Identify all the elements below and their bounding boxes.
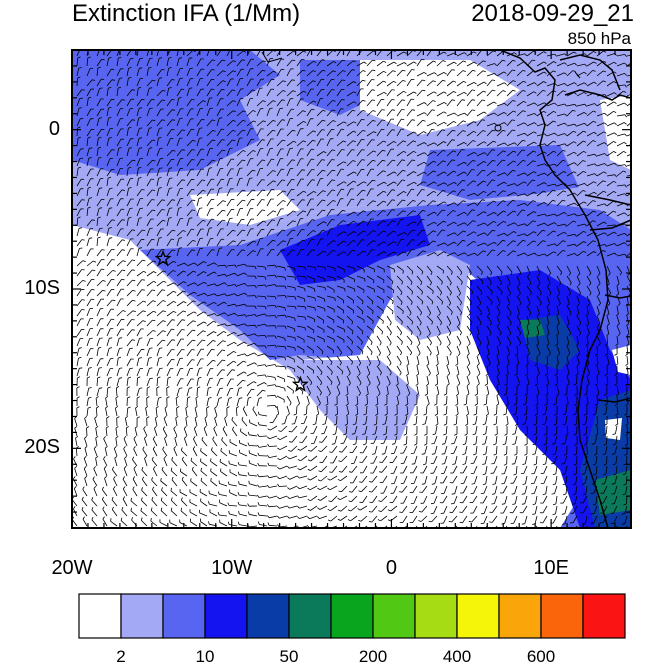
colorbar-swatch	[330, 593, 374, 639]
latitude-label: 20S	[24, 436, 60, 459]
longitude-label: 10W	[211, 557, 253, 579]
station-star-2	[291, 375, 309, 392]
colorbar-swatch	[498, 593, 542, 639]
wind-barbs	[72, 50, 631, 528]
latitude-label: 10S	[24, 277, 60, 299]
colorbar-swatch	[456, 593, 500, 639]
colorbar	[78, 593, 626, 639]
axis-ticks	[71, 49, 632, 529]
pressure-level-label: 850 hPa	[567, 29, 631, 48]
colorbar-swatch	[414, 593, 458, 639]
colorbar-swatch	[372, 593, 416, 639]
longitude-label: 10E	[533, 557, 569, 579]
station-star-1	[154, 249, 172, 267]
longitude-label: 0	[385, 557, 397, 579]
colorbar-swatch	[540, 593, 584, 639]
map-title: Extinction IFA (1/Mm)	[72, 0, 301, 27]
longitude-label: 20W	[51, 557, 93, 579]
datetime-label: 2018-09-29_21	[471, 0, 634, 27]
coastline	[261, 50, 631, 528]
colorbar-label: 400	[442, 647, 472, 666]
colorbar-swatch	[120, 593, 164, 639]
station-markers	[154, 249, 309, 392]
colorbar-swatch	[204, 593, 248, 639]
colorbar-label: 200	[358, 647, 388, 666]
colorbar-label: 50	[279, 647, 299, 666]
colorbar-swatch	[246, 593, 290, 639]
colorbar-swatch	[78, 593, 122, 639]
colorbar-label: 10	[195, 647, 215, 666]
colorbar-swatch	[162, 593, 206, 639]
colorbar-swatch	[582, 593, 626, 639]
colorbar-label: 2	[116, 647, 126, 666]
colorbar-swatch	[288, 593, 332, 639]
colorbar-label: 600	[526, 647, 556, 666]
latitude-label: 0	[48, 117, 60, 140]
